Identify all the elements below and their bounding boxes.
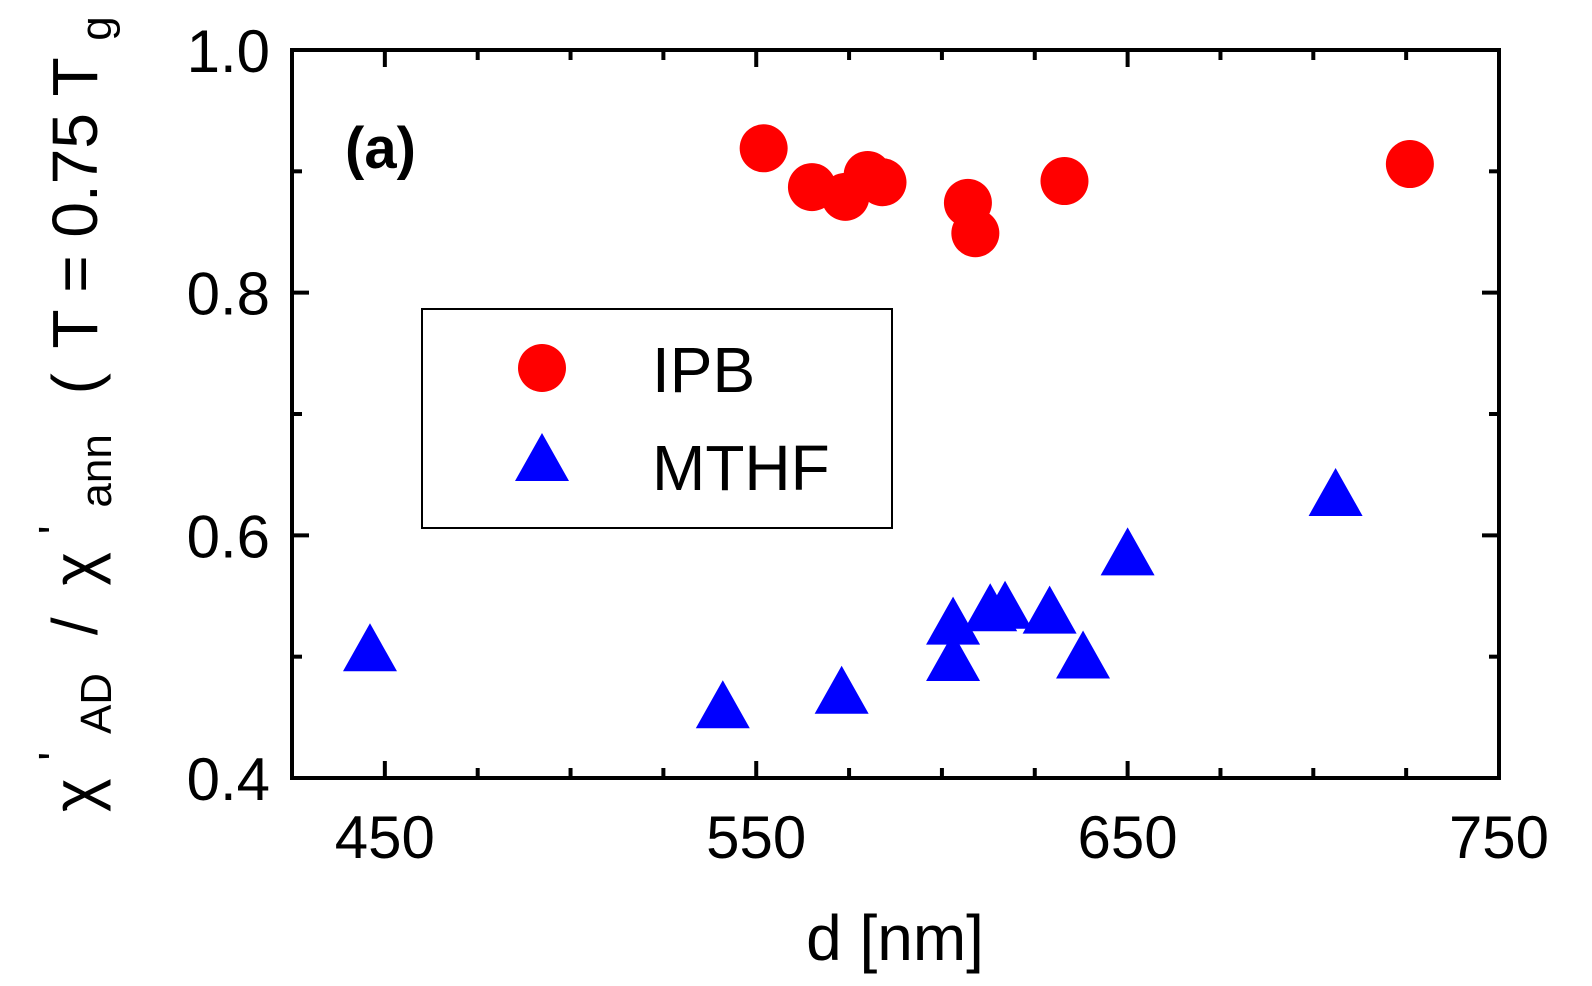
- axis-ticks: [292, 48, 1501, 780]
- mthf-point: [926, 596, 981, 645]
- x-tick-label: 750: [1449, 804, 1549, 871]
- y-tick-label: 0.4: [187, 746, 270, 813]
- x-tick-label: 450: [335, 804, 435, 871]
- mthf-point: [342, 623, 397, 672]
- legend-marker-mthf: [515, 433, 569, 481]
- legend-label-mthf: MTHF: [652, 432, 830, 504]
- ipb-point: [858, 158, 907, 207]
- mthf-point: [1100, 527, 1155, 576]
- y-axis-title: χ ' AD / χ ' ann ( T = 0.75 T g ): [13, 0, 125, 812]
- y-tick-label: 1.0: [187, 18, 270, 85]
- ipb-point: [739, 124, 788, 173]
- ipb-point: [1040, 157, 1089, 206]
- y-title-t-eq: T = 0.75 T: [39, 58, 111, 348]
- y-title-prime-ad: ': [29, 752, 81, 761]
- x-tick-label: 650: [1078, 804, 1178, 871]
- legend-label-ipb: IPB: [652, 334, 755, 406]
- mthf-point: [1022, 585, 1077, 634]
- ipb-point: [951, 209, 1000, 258]
- x-tick-label: 550: [706, 804, 806, 871]
- y-tick-label: 0.6: [187, 503, 270, 570]
- legend-box: [421, 308, 893, 529]
- y-title-chi-ad: χ: [39, 778, 111, 812]
- mthf-point: [978, 580, 1033, 629]
- mthf-point: [1308, 467, 1363, 516]
- y-title-prime-ann: ': [29, 525, 81, 534]
- y-title-paren-open: (: [39, 373, 111, 394]
- mthf-point: [695, 680, 750, 729]
- y-tick-label: 0.8: [187, 261, 270, 328]
- legend-marker-ipb: [518, 344, 566, 392]
- axis-tick-labels: 450 550 650 750 0.4 0.6 0.8 1.0: [187, 18, 1549, 871]
- y-title-slash: /: [39, 617, 111, 635]
- mthf-point: [814, 665, 869, 714]
- y-title-sub-ann: ann: [72, 434, 121, 507]
- y-title-sub-g: g: [72, 16, 121, 40]
- x-axis-title: d [nm]: [806, 902, 984, 974]
- legend: IPB MTHF: [421, 308, 893, 529]
- y-title-chi-ann: χ: [39, 552, 111, 586]
- y-title-sub-ad: AD: [72, 673, 121, 734]
- panel-label: (a): [345, 116, 416, 181]
- svg-text:χ ' AD /: χ ' AD / χ ' ann ( T = 0.75 T g ): [13, 0, 125, 812]
- mthf-point: [926, 632, 981, 681]
- mthf-point: [1056, 630, 1111, 679]
- ipb-point: [1385, 140, 1434, 189]
- data-points: [342, 124, 1434, 729]
